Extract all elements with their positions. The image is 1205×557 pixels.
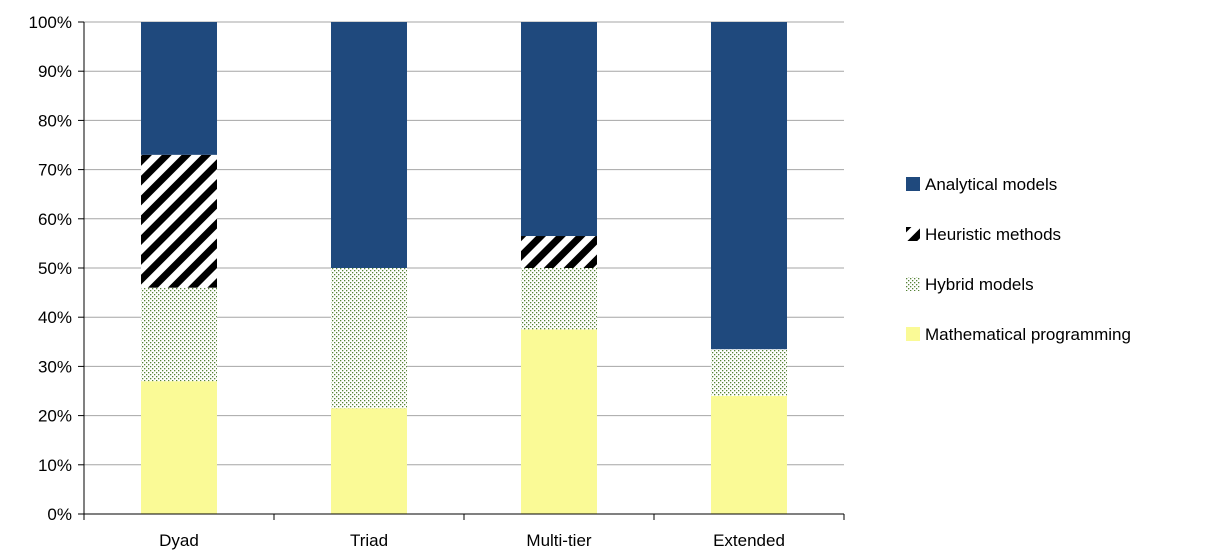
- x-axis: [83, 513, 845, 520]
- legend-swatch-analytical-models: [906, 177, 920, 191]
- bar-segment-dyad-analytical-models: [141, 22, 217, 155]
- legend-label-hybrid-models: Hybrid models: [925, 275, 1034, 294]
- bar-segment-multi-tier-heuristic-methods: [521, 236, 597, 268]
- y-tick-label: 20%: [38, 407, 72, 426]
- category-label: Dyad: [159, 531, 199, 550]
- bar-segment-multi-tier-mathematical-programming: [521, 329, 597, 514]
- legend-label-mathematical-programming: Mathematical programming: [925, 325, 1131, 344]
- legend-swatch-heuristic-methods: [906, 227, 920, 241]
- y-tick-label: 30%: [38, 357, 72, 376]
- y-tick-label: 100%: [29, 13, 72, 32]
- y-tick-label: 70%: [38, 161, 72, 180]
- y-tick-label: 90%: [38, 62, 72, 81]
- y-tick-label: 40%: [38, 308, 72, 327]
- bar-segment-dyad-hybrid-models: [141, 287, 217, 382]
- bars: [141, 22, 787, 514]
- bar-segment-extended-analytical-models: [711, 22, 787, 350]
- bar-segment-triad-mathematical-programming: [331, 408, 407, 514]
- legend-label-heuristic-methods: Heuristic methods: [925, 225, 1061, 244]
- legend: Analytical models Heuristic methods Hybrid…: [906, 175, 1131, 344]
- category-label: Triad: [350, 531, 388, 550]
- legend-label-analytical-models: Analytical models: [925, 175, 1057, 194]
- y-tick-label: 80%: [38, 111, 72, 130]
- y-tick-label: 60%: [38, 210, 72, 229]
- category-label: Multi-tier: [526, 531, 592, 550]
- bar-segment-triad-hybrid-models: [331, 268, 407, 409]
- y-tick-label: 0%: [47, 505, 72, 524]
- bar-segment-dyad-mathematical-programming: [141, 381, 217, 514]
- bar-segment-extended-hybrid-models: [711, 349, 787, 396]
- y-tick-label: 50%: [38, 259, 72, 278]
- bar-segment-multi-tier-analytical-models: [521, 22, 597, 237]
- y-tick-label: 10%: [38, 456, 72, 475]
- bar-segment-triad-analytical-models: [331, 22, 407, 268]
- y-axis-ticks: 0% 10% 20% 30% 40% 50% 60% 70% 80% 90% 100%: [29, 13, 85, 524]
- bar-segment-extended-mathematical-programming: [711, 395, 787, 514]
- bar-segment-dyad-heuristic-methods: [141, 154, 217, 288]
- bar-segment-multi-tier-hybrid-models: [521, 268, 597, 330]
- legend-swatch-hybrid-models: [906, 277, 920, 291]
- legend-swatch-mathematical-programming: [906, 327, 920, 341]
- category-labels: Dyad Triad Multi-tier Extended: [159, 531, 785, 550]
- category-label: Extended: [713, 531, 785, 550]
